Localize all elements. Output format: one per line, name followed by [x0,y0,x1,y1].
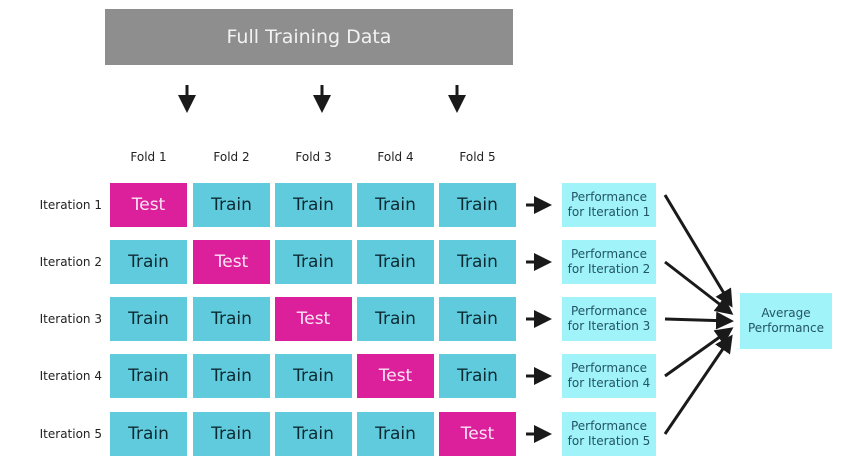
train-cell: Train [110,412,187,456]
cell-label: Train [375,309,416,329]
test-cell: Test [357,354,434,398]
performance-label: Performance for Iteration 4 [567,361,651,390]
cell-label: Train [211,309,252,329]
test-cell: Test [275,297,352,341]
performance-box: Performance for Iteration 2 [562,240,656,284]
train-cell: Train [193,297,270,341]
cell-label: Train [211,195,252,215]
train-cell: Train [275,240,352,284]
cell-label: Train [128,366,169,386]
fold-label: Fold 2 [213,150,250,164]
iteration-label: Iteration 4 [39,369,102,383]
cell-label: Train [375,195,416,215]
test-cell: Test [110,183,187,227]
performance-label: Performance for Iteration 5 [567,419,651,448]
cell-label: Train [211,424,252,444]
converge-arrow-icon [663,334,733,435]
test-cell: Test [439,412,516,456]
cell-label: Train [293,195,334,215]
train-cell: Train [110,240,187,284]
performance-box: Performance for Iteration 3 [562,297,656,341]
cell-label: Train [375,424,416,444]
train-cell: Train [357,240,434,284]
performance-box: Performance for Iteration 5 [562,412,656,456]
test-cell: Test [193,240,270,284]
converge-arrow-icon [664,260,734,315]
train-cell: Train [357,297,434,341]
performance-label: Performance for Iteration 2 [567,247,651,276]
cell-label: Train [457,252,498,272]
fold-label: Fold 4 [377,150,414,164]
train-cell: Train [357,183,434,227]
train-cell: Train [439,354,516,398]
cell-label: Train [293,366,334,386]
fold-label: Fold 5 [459,150,496,164]
fold-label: Fold 3 [295,150,332,164]
train-cell: Train [193,354,270,398]
train-cell: Train [439,240,516,284]
cell-label: Train [128,252,169,272]
train-cell: Train [439,183,516,227]
performance-box: Performance for Iteration 4 [562,354,656,398]
train-cell: Train [193,183,270,227]
train-cell: Train [439,297,516,341]
cell-label: Train [128,309,169,329]
train-cell: Train [357,412,434,456]
train-cell: Train [275,354,352,398]
cell-label: Test [131,195,166,215]
train-cell: Train [110,354,187,398]
iteration-label: Iteration 3 [39,312,102,326]
performance-box: Performance for Iteration 1 [562,183,656,227]
cell-label: Train [457,366,498,386]
converge-arrow-icon [663,194,733,308]
cell-label: Test [214,252,249,272]
train-cell: Train [275,412,352,456]
header-title: Full Training Data [226,26,392,48]
converge-arrow-icon [664,311,734,330]
cell-label: Train [375,252,416,272]
cell-label: Train [293,424,334,444]
cell-label: Train [211,366,252,386]
train-cell: Train [110,297,187,341]
cell-label: Test [378,366,413,386]
iteration-label: Iteration 1 [39,198,102,212]
cell-label: Train [128,424,169,444]
performance-label: Performance for Iteration 3 [567,304,651,333]
average-performance-box: Average Performance [740,293,832,349]
cell-label: Train [457,195,498,215]
iteration-label: Iteration 5 [39,427,102,441]
cell-label: Train [457,309,498,329]
cell-label: Test [460,424,495,444]
full-training-data-box: Full Training Data [105,9,513,65]
cell-label: Test [296,309,331,329]
cell-label: Train [293,252,334,272]
iteration-label: Iteration 2 [39,255,102,269]
performance-label: Performance for Iteration 1 [567,190,651,219]
fold-label: Fold 1 [130,150,167,164]
train-cell: Train [193,412,270,456]
average-performance-label: Average Performance [747,306,825,335]
train-cell: Train [275,183,352,227]
